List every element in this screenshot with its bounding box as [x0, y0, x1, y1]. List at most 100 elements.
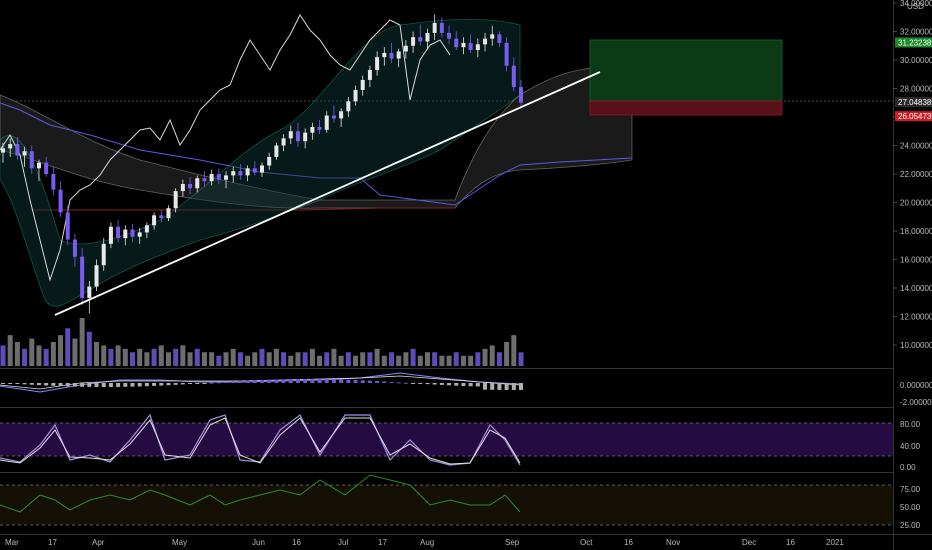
volume-bar — [86, 331, 92, 366]
volume-bar — [151, 348, 157, 366]
macd-histogram-bar — [180, 383, 185, 385]
macd-histogram-bar — [396, 382, 401, 384]
volume-bar — [331, 348, 337, 366]
macd-histogram-bar — [159, 383, 164, 386]
volume-bar — [259, 348, 265, 366]
volume-bar — [43, 348, 49, 366]
candle-body — [303, 132, 308, 142]
candle-body — [44, 162, 49, 174]
candle-body — [72, 239, 77, 257]
volume-bar — [216, 355, 222, 366]
candle-body — [260, 165, 264, 173]
time-tick-label: Dec — [742, 538, 756, 547]
volume-bar — [432, 352, 438, 366]
candle-body — [519, 87, 523, 103]
candle-body — [252, 168, 257, 173]
macd-histogram-bar — [439, 383, 444, 385]
candle-body — [267, 156, 272, 166]
macd-tick-label: 0.000000 — [900, 381, 932, 390]
candle-body — [468, 42, 473, 51]
candle-body — [317, 126, 322, 130]
time-tick-label: Apr — [92, 538, 105, 547]
time-tick-label: May — [172, 538, 187, 547]
stop-zone — [589, 100, 783, 116]
price-badge-label: 26.054739 — [898, 112, 932, 121]
macd-histogram-bar — [51, 383, 56, 386]
candle-body — [130, 229, 135, 237]
candle-body — [396, 51, 401, 59]
time-tick-label: 17 — [378, 538, 387, 547]
candle-body — [1, 148, 5, 153]
macd-histogram-bar — [252, 380, 257, 383]
volume-bar — [201, 352, 207, 366]
volume-bar — [367, 352, 373, 366]
candle-body — [144, 225, 149, 233]
time-tick-label: 16 — [292, 538, 301, 547]
volume-bar — [496, 352, 502, 366]
volume-bar — [273, 348, 279, 366]
price-tick-label: 34.000000 — [900, 0, 932, 8]
price-badge-label: 27.048389 — [898, 98, 932, 107]
macd-histogram-bar — [58, 383, 63, 387]
macd-histogram-bar — [360, 380, 365, 383]
macd-histogram-bar — [483, 383, 488, 390]
candle-body — [116, 226, 121, 239]
macd-histogram-bar — [130, 383, 135, 387]
time-tick-label: Jun — [252, 538, 265, 547]
candle-body — [483, 38, 488, 45]
macd-histogram-bar — [303, 379, 308, 383]
macd-histogram-bar — [432, 383, 437, 385]
macd-histogram-bar — [346, 379, 351, 383]
volume-bar — [187, 352, 193, 366]
macd-histogram-bar — [295, 379, 300, 383]
volume-bar — [439, 355, 445, 366]
candle-body — [288, 131, 293, 139]
macd-histogram-bar — [216, 382, 221, 384]
macd-histogram-bar — [144, 383, 149, 387]
time-tick-label: Aug — [420, 538, 434, 547]
candle-body — [447, 32, 452, 39]
candle-body — [159, 215, 164, 219]
macd-histogram-bar — [94, 383, 99, 387]
volume-bar — [396, 355, 402, 366]
candle-body — [382, 52, 387, 58]
volume-bar — [374, 348, 380, 366]
volume-bar — [489, 345, 495, 366]
price-tick-label: 28.000000 — [900, 85, 932, 94]
candle-body — [475, 44, 480, 51]
volume-bar — [14, 342, 20, 366]
volume-bar — [511, 335, 517, 366]
volume-bar — [281, 352, 287, 366]
candle-body — [497, 34, 502, 43]
candle-body — [295, 131, 300, 142]
volume-bar — [7, 335, 13, 366]
volume-bar — [237, 352, 243, 366]
price-badge — [895, 37, 932, 48]
currency-label: USD — [907, 2, 924, 11]
price-tick-label: 14.000000 — [900, 284, 932, 293]
candle-body — [188, 183, 193, 189]
macd-histogram-bar — [511, 383, 516, 390]
macd-histogram-bar — [324, 379, 329, 383]
rsi-tick-label: 25.00 — [900, 521, 921, 530]
volume-bar — [36, 345, 42, 366]
volume-bar — [245, 355, 251, 366]
volume-bar — [115, 345, 121, 366]
macd-histogram-bar — [152, 383, 157, 386]
macd-histogram-bar — [65, 383, 70, 387]
macd-histogram-bar — [504, 383, 509, 390]
volume-bar — [165, 352, 171, 366]
volume-bar — [381, 355, 387, 366]
macd-histogram-bar — [454, 383, 459, 386]
macd-histogram-bar — [72, 383, 77, 387]
macd-histogram-bar — [389, 381, 394, 383]
candle-body — [108, 226, 113, 244]
time-axis: Mar 17 Apr May Jun 16 Jul 17 Aug Sep Oct 16 Nov Dec 16… — [5, 538, 844, 547]
time-tick-label: Nov — [666, 538, 680, 547]
macd-histogram-bar — [288, 379, 293, 383]
volume-bar — [424, 352, 430, 366]
trendline[interactable] — [54, 71, 601, 316]
macd-histogram-bar — [267, 379, 272, 383]
candle-body — [173, 191, 178, 209]
